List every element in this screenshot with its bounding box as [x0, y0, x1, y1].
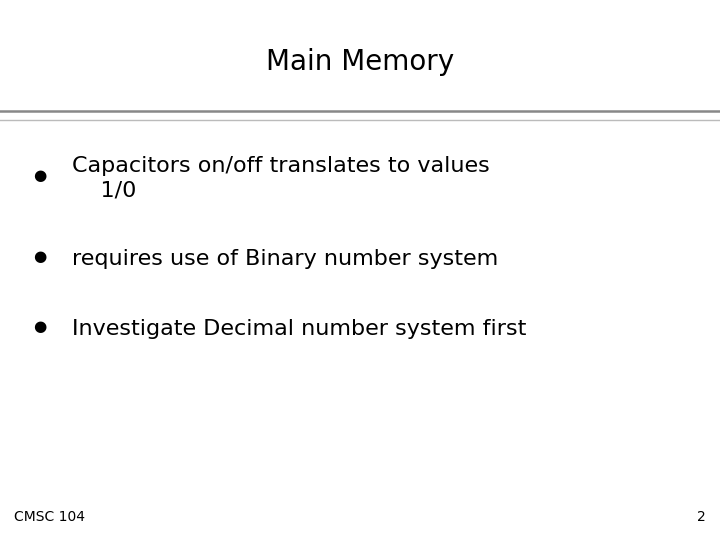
Text: 2: 2: [697, 510, 706, 524]
Text: requires use of Binary number system: requires use of Binary number system: [72, 249, 498, 269]
Text: ●: ●: [33, 249, 46, 264]
Text: ●: ●: [33, 168, 46, 183]
Text: ●: ●: [33, 319, 46, 334]
Text: Main Memory: Main Memory: [266, 48, 454, 76]
Text: CMSC 104: CMSC 104: [14, 510, 86, 524]
Text: Investigate Decimal number system first: Investigate Decimal number system first: [72, 319, 526, 340]
Text: Capacitors on/off translates to values
    1/0: Capacitors on/off translates to values 1…: [72, 156, 490, 200]
